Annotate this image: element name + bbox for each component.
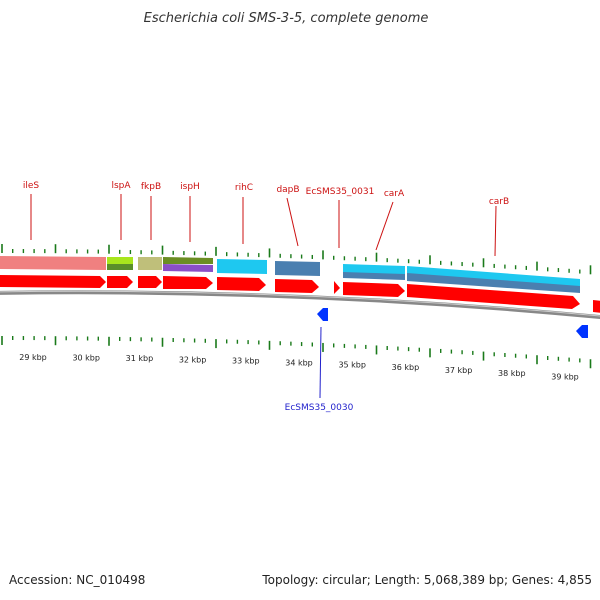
genome-backbone-highlight xyxy=(0,290,600,317)
kbp-label: 31 kbp xyxy=(126,354,154,363)
kbp-label: 30 kbp xyxy=(72,353,100,362)
feature-block-isph-lower[interactable] xyxy=(163,264,213,272)
kbp-label: 39 kbp xyxy=(551,373,579,382)
cds-arrow-rihc[interactable] xyxy=(217,277,266,291)
upper-tick-ring xyxy=(1,244,592,275)
cds-arrow-next[interactable] xyxy=(593,300,600,313)
genome-backbone xyxy=(0,290,600,320)
label-leaders xyxy=(30,194,497,399)
feature-block-isph[interactable] xyxy=(163,257,213,264)
feature-track xyxy=(0,256,580,293)
lower-tick-ring xyxy=(1,336,592,369)
kbp-scale-labels: 29 kbp 30 kbp 31 kbp 32 kbp 33 kbp 34 kbp 35 k… xyxy=(19,353,579,381)
gene-label-lspa[interactable]: lspA xyxy=(111,181,131,191)
feature-block-fkpb[interactable] xyxy=(138,257,162,270)
kbp-label: 35 kbp xyxy=(338,361,366,370)
feature-block-lspa[interactable] xyxy=(107,257,133,264)
cds-arrow-carb[interactable] xyxy=(407,284,580,309)
gene-label-isph[interactable]: ispH xyxy=(180,182,200,192)
gene-label-ecsms35-0030[interactable]: EcSMS35_0030 xyxy=(285,403,354,413)
reverse-arrow-right[interactable] xyxy=(576,325,588,338)
kbp-label: 36 kbp xyxy=(392,363,420,372)
cds-arrow-iles[interactable] xyxy=(0,275,106,288)
gene-label-rihc[interactable]: rihC xyxy=(235,183,253,193)
kbp-label: 33 kbp xyxy=(232,357,260,366)
feature-block-rihc[interactable] xyxy=(217,259,267,274)
gene-label-fkpb[interactable]: fkpB xyxy=(141,182,161,192)
feature-block-iles[interactable] xyxy=(0,256,106,270)
gene-label-dapb[interactable]: dapB xyxy=(276,185,299,195)
feature-block-carb-lower[interactable] xyxy=(407,273,580,293)
feature-block-lspa-lower[interactable] xyxy=(107,264,133,270)
cds-arrow-cara[interactable] xyxy=(343,282,405,297)
accession-label: Accession: NC_010498 xyxy=(9,573,146,587)
feature-block-ecsms35-0031-lower[interactable] xyxy=(343,272,405,280)
cds-arrow-dapb[interactable] xyxy=(275,279,319,293)
cds-track xyxy=(0,275,600,313)
reverse-track xyxy=(317,308,588,338)
gene-labels: ileS lspA fkpB ispH rihC dapB EcSMS35_00… xyxy=(23,181,509,413)
kbp-label: 38 kbp xyxy=(498,369,526,378)
gene-label-cara[interactable]: carA xyxy=(384,189,405,199)
cds-arrow-fkpb[interactable] xyxy=(138,276,162,288)
gene-label-ecsms35-0031[interactable]: EcSMS35_0031 xyxy=(306,187,375,197)
kbp-label: 32 kbp xyxy=(179,355,207,364)
kbp-label: 37 kbp xyxy=(445,366,473,375)
cds-arrow-isph[interactable] xyxy=(163,276,213,289)
gene-label-iles[interactable]: ileS xyxy=(23,181,40,191)
map-title: Escherichia coli SMS-3-5, complete genom… xyxy=(144,11,429,26)
reverse-arrow-ecsms35-0030[interactable] xyxy=(317,308,328,321)
kbp-label: 34 kbp xyxy=(285,358,313,367)
cds-arrow-lspa[interactable] xyxy=(107,276,133,288)
kbp-label: 29 kbp xyxy=(19,353,47,362)
gene-label-carb[interactable]: carB xyxy=(489,197,509,207)
feature-block-dapb[interactable] xyxy=(275,261,320,276)
cds-arrow-ecsms35-0031[interactable] xyxy=(334,281,340,294)
genome-summary: Topology: circular; Length: 5,068,389 bp… xyxy=(262,573,592,587)
